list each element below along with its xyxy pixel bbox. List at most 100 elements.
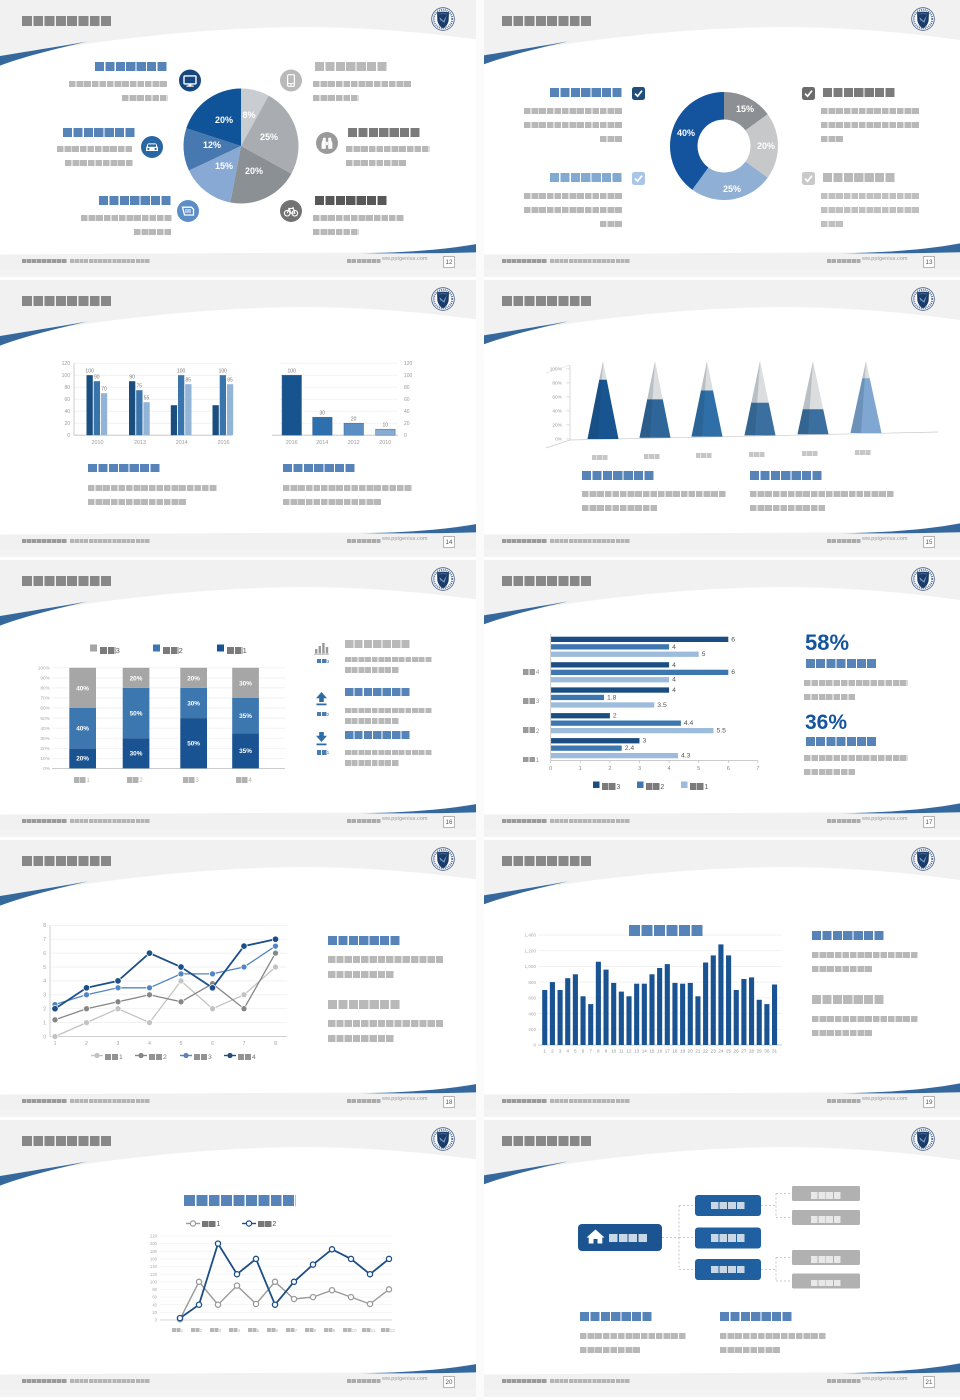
svg-text:90: 90 <box>94 375 100 381</box>
svg-text:55: 55 <box>144 396 150 402</box>
svg-text:5: 5 <box>180 1041 183 1047</box>
svg-text:20%: 20% <box>757 141 775 151</box>
svg-text:25: 25 <box>726 1049 732 1054</box>
svg-text:60%: 60% <box>552 395 562 401</box>
svg-text:3: 3 <box>559 1049 562 1054</box>
svg-text:4: 4 <box>672 644 676 651</box>
svg-text:50%: 50% <box>40 716 50 722</box>
svg-text:80%: 80% <box>552 381 562 387</box>
svg-text:1: 1 <box>543 1049 546 1054</box>
svg-text:4: 4 <box>566 1049 569 1054</box>
svg-text:25%: 25% <box>723 184 741 194</box>
svg-text:8: 8 <box>597 1049 600 1054</box>
svg-text:15%: 15% <box>215 161 233 171</box>
svg-text:0: 0 <box>43 1034 46 1040</box>
svg-text:20%: 20% <box>40 746 50 752</box>
svg-text:200: 200 <box>528 1027 536 1032</box>
svg-text:24: 24 <box>718 1049 724 1054</box>
svg-text:50%: 50% <box>130 711 143 718</box>
svg-text:2: 2 <box>43 1007 46 1013</box>
svg-text:22: 22 <box>703 1049 709 1054</box>
svg-text:7: 7 <box>589 1049 592 1054</box>
svg-text:13: 13 <box>634 1049 640 1054</box>
svg-text:5: 5 <box>702 651 706 658</box>
svg-text:0: 0 <box>549 766 552 772</box>
svg-text:20: 20 <box>351 417 357 423</box>
svg-text:1,200: 1,200 <box>525 948 537 953</box>
svg-text:180: 180 <box>150 1249 158 1254</box>
svg-text:4: 4 <box>148 1041 151 1047</box>
svg-text:15%: 15% <box>736 104 754 114</box>
svg-text:1: 1 <box>54 1041 57 1047</box>
svg-text:4: 4 <box>672 687 676 694</box>
svg-text:5.5: 5.5 <box>717 728 727 735</box>
svg-text:20%: 20% <box>76 756 89 763</box>
svg-text:11: 11 <box>619 1049 624 1054</box>
svg-text:3: 3 <box>643 738 647 745</box>
svg-text:1: 1 <box>579 766 582 772</box>
svg-text:35%: 35% <box>239 713 252 720</box>
svg-text:20%: 20% <box>552 423 562 429</box>
svg-text:8%: 8% <box>242 110 255 120</box>
svg-text:25%: 25% <box>260 132 278 142</box>
svg-text:35%: 35% <box>239 748 252 755</box>
svg-text:18: 18 <box>672 1049 678 1054</box>
svg-text:12%: 12% <box>203 140 221 150</box>
svg-text:30%: 30% <box>130 751 143 758</box>
svg-text:30%: 30% <box>187 700 200 707</box>
svg-text:23: 23 <box>711 1049 717 1054</box>
svg-text:2016: 2016 <box>218 440 230 446</box>
svg-text:1: 1 <box>43 1020 46 1026</box>
svg-text:9: 9 <box>605 1049 608 1054</box>
svg-text:21: 21 <box>695 1049 701 1054</box>
svg-text:100%: 100% <box>38 666 51 672</box>
svg-text:200: 200 <box>150 1241 158 1246</box>
svg-text:160: 160 <box>150 1257 158 1262</box>
svg-text:20%: 20% <box>215 115 233 125</box>
svg-text:40%: 40% <box>677 128 695 138</box>
svg-text:90%: 90% <box>40 676 50 682</box>
svg-text:1,400: 1,400 <box>525 933 537 938</box>
svg-text:2012: 2012 <box>348 440 360 446</box>
svg-text:0%: 0% <box>43 766 51 772</box>
svg-text:600: 600 <box>528 996 536 1001</box>
svg-text:3: 3 <box>117 1041 120 1047</box>
svg-text:1,000: 1,000 <box>525 964 537 969</box>
svg-text:100: 100 <box>85 369 94 375</box>
svg-text:6: 6 <box>211 1041 214 1047</box>
svg-text:50%: 50% <box>187 741 200 748</box>
svg-text:40%: 40% <box>40 726 50 732</box>
svg-text:0: 0 <box>533 1043 536 1048</box>
svg-text:10%: 10% <box>40 756 50 762</box>
svg-text:20: 20 <box>688 1049 694 1054</box>
svg-text:80: 80 <box>404 385 410 391</box>
svg-text:2.4: 2.4 <box>625 745 635 752</box>
svg-text:5: 5 <box>43 965 46 971</box>
svg-text:12: 12 <box>626 1049 632 1054</box>
svg-text:5: 5 <box>697 766 700 772</box>
svg-text:2010: 2010 <box>92 440 104 446</box>
svg-text:20%: 20% <box>130 675 143 682</box>
svg-text:19: 19 <box>680 1049 686 1054</box>
svg-text:1.8: 1.8 <box>607 694 617 701</box>
svg-text:3: 3 <box>43 993 46 999</box>
svg-text:28: 28 <box>749 1049 755 1054</box>
svg-text:75: 75 <box>137 384 143 390</box>
svg-text:14: 14 <box>642 1049 648 1054</box>
svg-text:60: 60 <box>64 397 70 403</box>
svg-text:400: 400 <box>528 1011 536 1016</box>
svg-text:90: 90 <box>129 375 135 381</box>
svg-text:40%: 40% <box>76 726 89 733</box>
svg-text:16: 16 <box>657 1049 663 1054</box>
svg-text:120: 120 <box>62 361 71 367</box>
svg-text:30%: 30% <box>40 736 50 742</box>
svg-text:40: 40 <box>64 409 70 415</box>
svg-text:10: 10 <box>383 423 389 429</box>
svg-text:4.4: 4.4 <box>684 720 694 727</box>
svg-text:40%: 40% <box>76 685 89 692</box>
svg-text:20%: 20% <box>245 166 263 176</box>
svg-text:20: 20 <box>64 421 70 427</box>
svg-text:0%: 0% <box>555 437 563 443</box>
svg-text:140: 140 <box>150 1264 158 1269</box>
svg-text:20: 20 <box>152 1310 157 1315</box>
